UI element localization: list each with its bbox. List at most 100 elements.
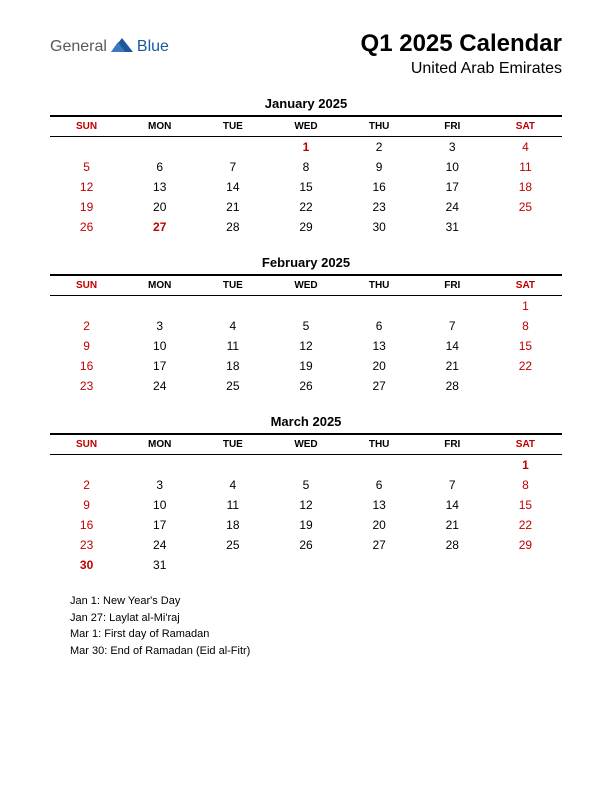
day-cell: 16 — [50, 356, 123, 376]
day-cell: 20 — [343, 356, 416, 376]
table-row: 2345678 — [50, 475, 562, 495]
day-cell: 15 — [489, 495, 562, 515]
day-cell: 13 — [343, 495, 416, 515]
table-row: 232425262728 — [50, 376, 562, 396]
day-cell — [343, 555, 416, 575]
day-cell: 23 — [50, 376, 123, 396]
day-cell: 4 — [196, 475, 269, 495]
day-cell: 3 — [123, 475, 196, 495]
day-cell — [196, 296, 269, 317]
day-cell: 16 — [343, 177, 416, 197]
day-cell: 7 — [416, 475, 489, 495]
table-row: 16171819202122 — [50, 515, 562, 535]
holiday-line: Jan 1: New Year's Day — [70, 593, 562, 610]
table-row: 2345678 — [50, 316, 562, 336]
day-cell: 10 — [123, 495, 196, 515]
day-cell: 8 — [489, 316, 562, 336]
day-cell: 1 — [269, 137, 342, 158]
day-cell: 1 — [489, 455, 562, 476]
day-cell: 15 — [269, 177, 342, 197]
table-row: 1234 — [50, 137, 562, 158]
holiday-line: Mar 30: End of Ramadan (Eid al-Fitr) — [70, 643, 562, 660]
page-title: Q1 2025 Calendar — [361, 30, 562, 58]
day-cell: 9 — [50, 336, 123, 356]
day-header: MON — [123, 116, 196, 137]
day-cell: 8 — [269, 157, 342, 177]
day-header: WED — [269, 116, 342, 137]
day-cell: 17 — [416, 177, 489, 197]
day-cell: 27 — [123, 217, 196, 237]
calendar-month: February 2025SUNMONTUEWEDTHUFRISAT123456… — [50, 255, 562, 396]
holiday-line: Mar 1: First day of Ramadan — [70, 626, 562, 643]
day-header: THU — [343, 116, 416, 137]
table-row: 567891011 — [50, 157, 562, 177]
table-row: 3031 — [50, 555, 562, 575]
logo-text-blue: Blue — [137, 38, 169, 56]
day-cell: 5 — [269, 475, 342, 495]
day-cell: 22 — [489, 515, 562, 535]
day-cell — [269, 296, 342, 317]
day-cell: 28 — [416, 376, 489, 396]
day-cell: 31 — [416, 217, 489, 237]
day-cell — [196, 137, 269, 158]
holiday-list: Jan 1: New Year's DayJan 27: Laylat al-M… — [50, 593, 562, 659]
day-cell: 26 — [269, 376, 342, 396]
day-cell — [489, 376, 562, 396]
day-header: SUN — [50, 434, 123, 455]
day-cell: 14 — [196, 177, 269, 197]
day-cell: 24 — [123, 376, 196, 396]
day-cell: 11 — [196, 495, 269, 515]
day-cell — [269, 555, 342, 575]
day-header: SAT — [489, 434, 562, 455]
day-header: THU — [343, 434, 416, 455]
day-cell: 21 — [196, 197, 269, 217]
day-cell: 20 — [343, 515, 416, 535]
day-cell: 6 — [343, 475, 416, 495]
day-cell — [416, 296, 489, 317]
day-cell: 17 — [123, 515, 196, 535]
day-cell: 4 — [489, 137, 562, 158]
day-cell: 30 — [50, 555, 123, 575]
table-row: 1 — [50, 455, 562, 476]
day-cell: 25 — [196, 535, 269, 555]
day-cell: 29 — [269, 217, 342, 237]
day-cell — [416, 455, 489, 476]
day-cell — [123, 296, 196, 317]
day-cell: 25 — [489, 197, 562, 217]
day-cell: 17 — [123, 356, 196, 376]
day-cell: 18 — [489, 177, 562, 197]
day-cell: 14 — [416, 336, 489, 356]
day-header: TUE — [196, 434, 269, 455]
table-row: 23242526272829 — [50, 535, 562, 555]
day-cell — [50, 455, 123, 476]
day-cell: 6 — [343, 316, 416, 336]
day-cell: 23 — [50, 535, 123, 555]
day-cell: 12 — [50, 177, 123, 197]
day-header: SAT — [489, 275, 562, 296]
day-cell: 24 — [416, 197, 489, 217]
day-cell: 6 — [123, 157, 196, 177]
day-cell — [123, 455, 196, 476]
day-cell: 26 — [50, 217, 123, 237]
calendar-month: March 2025SUNMONTUEWEDTHUFRISAT123456789… — [50, 414, 562, 575]
day-header: WED — [269, 434, 342, 455]
day-cell: 9 — [343, 157, 416, 177]
day-cell: 30 — [343, 217, 416, 237]
day-header: FRI — [416, 275, 489, 296]
day-cell: 26 — [269, 535, 342, 555]
table-row: 9101112131415 — [50, 495, 562, 515]
day-cell: 10 — [416, 157, 489, 177]
day-cell — [196, 555, 269, 575]
day-cell: 13 — [343, 336, 416, 356]
day-cell: 16 — [50, 515, 123, 535]
day-header: FRI — [416, 434, 489, 455]
table-row: 9101112131415 — [50, 336, 562, 356]
holiday-line: Jan 27: Laylat al-Mi'raj — [70, 610, 562, 627]
day-cell: 9 — [50, 495, 123, 515]
day-cell: 5 — [269, 316, 342, 336]
header: General Blue Q1 2025 Calendar United Ara… — [50, 30, 562, 78]
day-cell — [50, 296, 123, 317]
day-cell: 21 — [416, 356, 489, 376]
day-header: FRI — [416, 116, 489, 137]
day-cell: 20 — [123, 197, 196, 217]
